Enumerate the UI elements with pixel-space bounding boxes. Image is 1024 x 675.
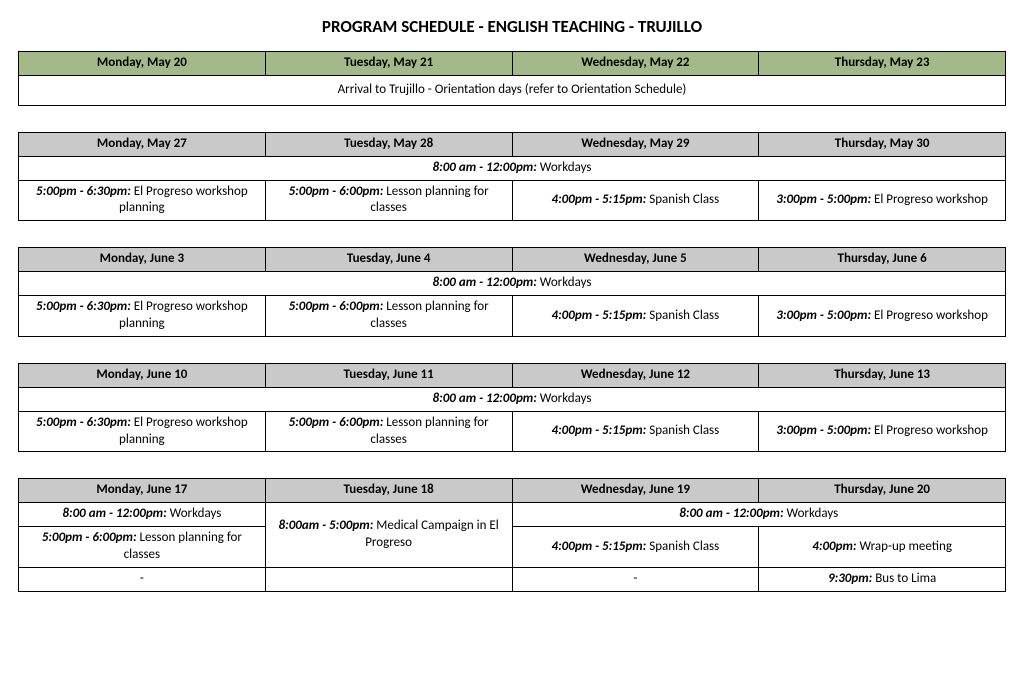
- desc-label: Workdays: [537, 160, 592, 175]
- time-label: 3:00pm - 5:00pm:: [776, 192, 871, 207]
- workdays-row: 8:00 am - 12:00pm: Workdays: [19, 272, 1006, 296]
- day-header: Tuesday, June 18: [265, 479, 512, 503]
- desc-label: Workdays: [537, 391, 592, 406]
- time-label: 9:30pm:: [828, 571, 872, 586]
- desc-label: El Progreso workshop: [871, 308, 988, 323]
- desc-label: El Progreso workshop planning: [119, 184, 248, 216]
- time-label: 5:00pm - 6:30pm:: [36, 184, 131, 199]
- time-label: 4:00pm - 5:15pm:: [552, 423, 647, 438]
- day-header: Monday, June 17: [19, 479, 266, 503]
- day-header: Wednesday, June 5: [512, 248, 759, 272]
- desc-label: Spanish Class: [646, 423, 719, 438]
- desc-label: Lesson planning for classes: [370, 415, 488, 447]
- schedule-cell: 3:00pm - 5:00pm: El Progreso workshop: [759, 296, 1006, 337]
- empty-cell: -: [512, 568, 759, 592]
- time-label: 5:00pm - 6:00pm:: [289, 299, 384, 314]
- time-label: 3:00pm - 5:00pm:: [776, 308, 871, 323]
- schedule-cell: 4:00pm - 5:15pm: Spanish Class: [512, 296, 759, 337]
- desc-label: Medical Campaign in El Progreso: [365, 518, 499, 550]
- week2-table: Monday, May 27 Tuesday, May 28 Wednesday…: [18, 132, 1006, 222]
- time-label: 8:00 am - 12:00pm:: [62, 506, 166, 521]
- time-label: 5:00pm - 6:30pm:: [36, 415, 131, 430]
- day-header: Monday, May 20: [19, 52, 266, 76]
- desc-label: El Progreso workshop planning: [119, 299, 248, 331]
- time-label: 4:00pm - 5:15pm:: [552, 192, 647, 207]
- day-header: Thursday, June 6: [759, 248, 1006, 272]
- desc-label: Lesson planning for classes: [370, 299, 488, 331]
- desc-label: El Progreso workshop planning: [119, 415, 248, 447]
- schedule-cell: 9:30pm: Bus to Lima: [759, 568, 1006, 592]
- time-label: 5:00pm - 6:00pm:: [289, 415, 384, 430]
- day-header: Thursday, June 20: [759, 479, 1006, 503]
- empty-cell: [265, 568, 512, 592]
- empty-cell: -: [19, 568, 266, 592]
- time-label: 4:00pm:: [812, 539, 856, 554]
- workdays-row: 8:00 am - 12:00pm: Workdays: [19, 156, 1006, 180]
- workdays-row: 8:00 am - 12:00pm: Workdays: [19, 387, 1006, 411]
- schedule-cell: 4:00pm - 5:15pm: Spanish Class: [512, 527, 759, 568]
- desc-label: Wrap-up meeting: [857, 539, 952, 554]
- time-label: 4:00pm - 5:15pm:: [552, 308, 647, 323]
- desc-label: Lesson planning for classes: [370, 184, 488, 216]
- week5-table: Monday, June 17 Tuesday, June 18 Wednesd…: [18, 478, 1006, 591]
- schedule-cell: 5:00pm - 6:30pm: El Progreso workshop pl…: [19, 411, 266, 452]
- day-header: Thursday, May 23: [759, 52, 1006, 76]
- day-header: Wednesday, May 29: [512, 132, 759, 156]
- day-header: Tuesday, June 4: [265, 248, 512, 272]
- schedule-cell: 5:00pm - 6:30pm: El Progreso workshop pl…: [19, 296, 266, 337]
- desc-label: Spanish Class: [646, 308, 719, 323]
- desc-label: El Progreso workshop: [871, 423, 988, 438]
- time-label: 3:00pm - 5:00pm:: [776, 423, 871, 438]
- time-label: 8:00 am - 12:00pm:: [433, 275, 537, 290]
- day-header: Thursday, June 13: [759, 363, 1006, 387]
- week4-table: Monday, June 10 Tuesday, June 11 Wednesd…: [18, 363, 1006, 453]
- schedule-cell: 5:00pm - 6:00pm: Lesson planning for cla…: [265, 411, 512, 452]
- time-label: 4:00pm - 5:15pm:: [552, 539, 647, 554]
- schedule-cell: 4:00pm - 5:15pm: Spanish Class: [512, 411, 759, 452]
- desc-label: El Progreso workshop: [871, 192, 988, 207]
- desc-label: Lesson planning for classes: [124, 530, 242, 562]
- day-header: Wednesday, May 22: [512, 52, 759, 76]
- desc-label: Workdays: [167, 506, 222, 521]
- orientation-row: Arrival to Trujillo - Orientation days (…: [19, 75, 1006, 105]
- day-header: Monday, May 27: [19, 132, 266, 156]
- week3-table: Monday, June 3 Tuesday, June 4 Wednesday…: [18, 247, 1006, 337]
- time-label: 8:00 am - 12:00pm:: [679, 506, 783, 521]
- day-header: Monday, June 10: [19, 363, 266, 387]
- workdays-cell: 8:00 am - 12:00pm: Workdays: [512, 503, 1006, 527]
- schedule-cell: 4:00pm - 5:15pm: Spanish Class: [512, 180, 759, 221]
- day-header: Monday, June 3: [19, 248, 266, 272]
- desc-label: Spanish Class: [646, 192, 719, 207]
- workdays-cell: 8:00 am - 12:00pm: Workdays: [19, 503, 266, 527]
- time-label: 5:00pm - 6:00pm:: [289, 184, 384, 199]
- schedule-cell: 5:00pm - 6:30pm: El Progreso workshop pl…: [19, 180, 266, 221]
- week1-table: Monday, May 20 Tuesday, May 21 Wednesday…: [18, 51, 1006, 106]
- day-header: Wednesday, June 12: [512, 363, 759, 387]
- time-label: 8:00am - 5:00pm:: [279, 518, 374, 533]
- day-header: Tuesday, May 28: [265, 132, 512, 156]
- day-header: Wednesday, June 19: [512, 479, 759, 503]
- desc-label: Spanish Class: [646, 539, 719, 554]
- time-label: 8:00 am - 12:00pm:: [433, 391, 537, 406]
- day-header: Tuesday, May 21: [265, 52, 512, 76]
- schedule-cell: 8:00am - 5:00pm: Medical Campaign in El …: [265, 503, 512, 568]
- day-header: Tuesday, June 11: [265, 363, 512, 387]
- time-label: 5:00pm - 6:00pm:: [42, 530, 137, 545]
- desc-label: Bus to Lima: [872, 571, 936, 586]
- schedule-cell: 5:00pm - 6:00pm: Lesson planning for cla…: [19, 527, 266, 568]
- schedule-cell: 5:00pm - 6:00pm: Lesson planning for cla…: [265, 296, 512, 337]
- schedule-cell: 3:00pm - 5:00pm: El Progreso workshop: [759, 180, 1006, 221]
- schedule-cell: 5:00pm - 6:00pm: Lesson planning for cla…: [265, 180, 512, 221]
- time-label: 8:00 am - 12:00pm:: [433, 160, 537, 175]
- schedule-cell: 4:00pm: Wrap-up meeting: [759, 527, 1006, 568]
- time-label: 5:00pm - 6:30pm:: [36, 299, 131, 314]
- schedule-cell: 3:00pm - 5:00pm: El Progreso workshop: [759, 411, 1006, 452]
- desc-label: Workdays: [784, 506, 839, 521]
- desc-label: Workdays: [537, 275, 592, 290]
- day-header: Thursday, May 30: [759, 132, 1006, 156]
- page-title: PROGRAM SCHEDULE - ENGLISH TEACHING - TR…: [18, 16, 1006, 37]
